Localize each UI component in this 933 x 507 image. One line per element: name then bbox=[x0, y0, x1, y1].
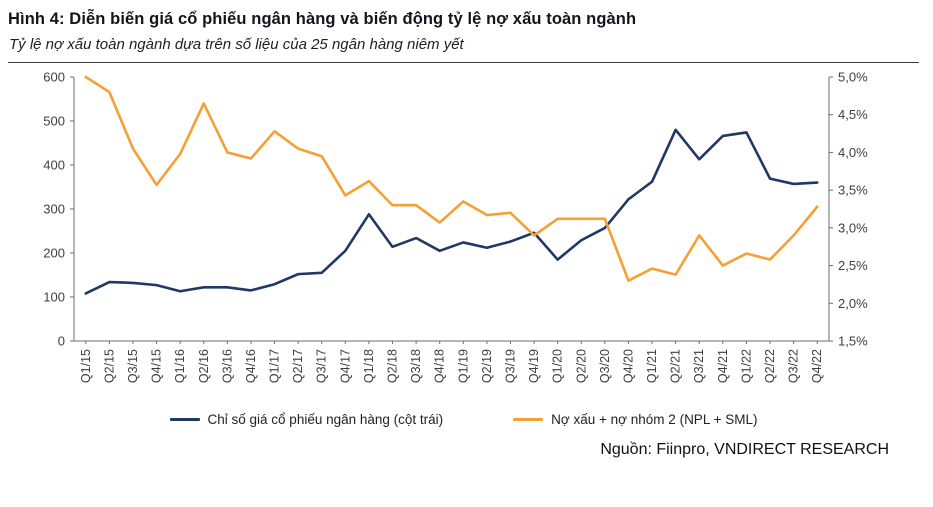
right-axis-tick-label: 2,0% bbox=[838, 296, 868, 311]
left-axis-tick-label: 300 bbox=[43, 202, 65, 217]
x-axis-category-label: Q2/17 bbox=[291, 349, 305, 383]
chart-legend: Chỉ số giá cổ phiếu ngân hàng (cột trái)… bbox=[8, 412, 919, 427]
legend-label-npl: Nợ xấu + nợ nhóm 2 (NPL + SML) bbox=[551, 412, 758, 427]
x-axis-category-label: Q1/18 bbox=[362, 349, 376, 383]
x-axis-category-label: Q2/21 bbox=[669, 349, 683, 383]
orange-line-swatch bbox=[513, 418, 544, 421]
x-axis-category-label: Q2/16 bbox=[197, 349, 211, 383]
legend-item-npl: Nợ xấu + nợ nhóm 2 (NPL + SML) bbox=[513, 412, 757, 427]
x-axis-category-label: Q3/15 bbox=[126, 349, 140, 383]
x-axis-category-label: Q4/18 bbox=[433, 349, 447, 383]
x-axis-category-label: Q2/19 bbox=[480, 349, 494, 383]
right-axis-tick-label: 3,5% bbox=[838, 183, 868, 198]
x-axis-category-label: Q3/20 bbox=[598, 349, 612, 383]
x-axis-category-label: Q3/19 bbox=[503, 349, 517, 383]
x-axis-category-label: Q1/16 bbox=[173, 349, 187, 383]
x-axis-category-label: Q1/20 bbox=[551, 349, 565, 383]
legend-label-price-index: Chỉ số giá cổ phiếu ngân hàng (cột trái) bbox=[207, 412, 444, 427]
x-axis-category-label: Q4/20 bbox=[621, 349, 635, 383]
header-divider bbox=[8, 62, 919, 63]
left-axis-tick-label: 500 bbox=[43, 114, 65, 129]
x-axis-category-label: Q2/15 bbox=[102, 349, 116, 383]
x-axis-category-label: Q4/15 bbox=[150, 349, 164, 383]
x-axis-category-label: Q4/17 bbox=[338, 349, 352, 383]
chart-canvas: 0 100 200 300 400 500 600 1,5% 2,0% 2,5% 3,0% 3,5% 4… bbox=[43, 70, 868, 384]
right-axis-tick-label: 4,5% bbox=[838, 107, 868, 122]
x-axis-category-label: Q1/22 bbox=[739, 349, 753, 383]
x-axis-category-label: Q3/17 bbox=[315, 349, 329, 383]
source-attribution: Nguồn: Fiinpro, VNDIRECT RESEARCH bbox=[600, 441, 889, 458]
npl-ratio-line bbox=[84, 75, 819, 282]
x-axis-category-label: Q4/21 bbox=[716, 349, 730, 383]
x-axis-category-label: Q4/22 bbox=[810, 349, 824, 383]
left-axis-tick-label: 600 bbox=[43, 70, 65, 85]
x-axis-category-label: Q3/22 bbox=[787, 349, 801, 383]
right-axis-tick-label: 5,0% bbox=[838, 70, 868, 85]
x-axis-category-label: Q3/16 bbox=[220, 349, 234, 383]
x-axis-category-label: Q2/20 bbox=[574, 349, 588, 383]
right-axis-tick-label: 4,0% bbox=[838, 145, 868, 160]
x-axis-category-label: Q2/22 bbox=[763, 349, 777, 383]
x-axis-category-label: Q1/15 bbox=[79, 349, 93, 383]
x-axis-category-label: Q1/21 bbox=[645, 349, 659, 383]
x-axis-category-label: Q4/16 bbox=[244, 349, 258, 383]
figure-title: Hình 4: Diễn biến giá cổ phiếu ngân hàng… bbox=[8, 10, 637, 28]
x-axis-category-label: Q3/21 bbox=[692, 349, 706, 383]
left-axis-tick-label: 0 bbox=[58, 334, 65, 349]
x-axis-category-label: Q2/18 bbox=[386, 349, 400, 383]
left-axis-tick-label: 200 bbox=[43, 246, 65, 261]
x-axis-category-label: Q3/18 bbox=[409, 349, 423, 383]
right-axis-tick-label: 2,5% bbox=[838, 258, 868, 273]
left-axis-tick-label: 100 bbox=[43, 290, 65, 305]
price-index-line bbox=[84, 128, 819, 295]
right-axis-tick-label: 1,5% bbox=[838, 334, 868, 349]
figure-subtitle: Tỷ lệ nợ xấu toàn ngành dựa trên số liệu… bbox=[9, 36, 464, 53]
legend-item-price-index: Chỉ số giá cổ phiếu ngân hàng (cột trái) bbox=[169, 412, 444, 427]
navy-line-swatch bbox=[169, 418, 200, 421]
x-axis-category-label: Q1/17 bbox=[268, 349, 282, 383]
x-axis-category-label: Q1/19 bbox=[456, 349, 470, 383]
x-axis-category-label: Q4/19 bbox=[527, 349, 541, 383]
right-axis-tick-label: 3,0% bbox=[838, 220, 868, 235]
left-axis-tick-label: 400 bbox=[43, 158, 65, 173]
dual-axis-line-chart: 0 100 200 300 400 500 600 1,5% 2,0% 2,5% 3,0% 3,5% 4… bbox=[14, 67, 919, 410]
